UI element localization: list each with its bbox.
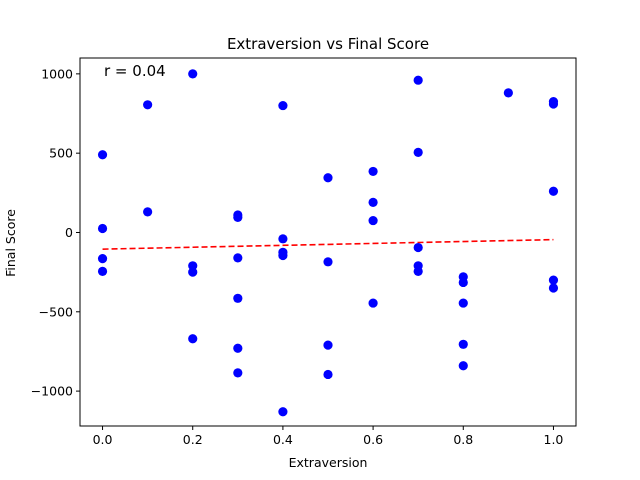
y-axis-title: Final Score (3, 209, 18, 277)
data-point (548, 283, 559, 293)
data-point (188, 267, 198, 277)
x-tick-label: 0.8 (453, 432, 473, 447)
y-tick-label: −1000 (31, 384, 73, 399)
data-points (97, 69, 559, 417)
y-axis-ticks: −1000 −500 0 500 1000 (31, 66, 80, 399)
data-point (278, 100, 288, 111)
data-point (97, 254, 108, 264)
x-tick-label: 0.2 (183, 432, 203, 447)
data-point (413, 75, 423, 85)
plot-frame (79, 57, 577, 427)
data-point (548, 99, 559, 109)
data-point (368, 215, 378, 226)
data-point (278, 250, 288, 261)
data-point (323, 173, 333, 183)
x-tick-label: 0.6 (363, 432, 383, 447)
data-point (233, 253, 243, 263)
data-point (548, 186, 559, 196)
data-point (188, 261, 198, 271)
data-point (458, 361, 468, 371)
data-point (458, 339, 468, 349)
data-point (503, 88, 513, 98)
data-point (97, 266, 108, 276)
data-point (413, 147, 423, 157)
data-point (458, 277, 468, 288)
data-point (97, 223, 108, 234)
data-point (413, 266, 423, 276)
y-tick-label: 1000 (41, 66, 73, 81)
chart-title: Extraversion vs Final Score (227, 35, 429, 53)
data-point (188, 334, 198, 344)
x-tick-label: 0.0 (93, 432, 113, 447)
data-point (143, 100, 153, 110)
correlation-annotation: r = 0.04 (104, 62, 166, 80)
data-point (368, 298, 378, 308)
data-point (188, 69, 198, 79)
x-tick-label: 0.4 (273, 432, 293, 447)
y-tick-label: 0 (65, 225, 73, 240)
data-point (233, 368, 243, 378)
data-point (97, 150, 108, 160)
data-point (368, 197, 378, 207)
x-axis-title: Extraversion (289, 455, 368, 470)
trend-line-layer (102, 238, 554, 250)
data-point (368, 166, 378, 177)
y-tick-label: 500 (49, 146, 73, 161)
data-point (143, 207, 153, 217)
data-point (323, 257, 333, 267)
data-point (233, 212, 243, 223)
data-point (233, 343, 243, 353)
data-point (323, 369, 333, 380)
data-point (458, 298, 468, 308)
data-point (233, 293, 243, 303)
data-point (413, 242, 423, 253)
data-point (323, 340, 333, 350)
x-axis-ticks: 0.0 0.2 0.4 0.6 0.8 1.0 (93, 426, 564, 447)
x-tick-label: 1.0 (544, 432, 564, 447)
y-tick-label: −500 (39, 304, 73, 319)
trend-line (102, 238, 554, 250)
data-point (548, 275, 559, 285)
data-point (278, 234, 288, 244)
data-point (278, 407, 288, 417)
